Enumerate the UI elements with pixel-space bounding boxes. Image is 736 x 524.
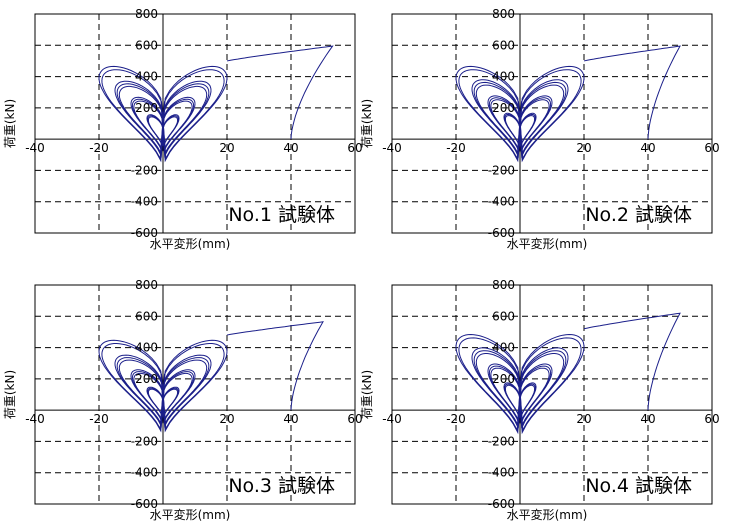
x-tick-label: -40 — [25, 412, 45, 426]
x-tick-label: -20 — [446, 141, 466, 155]
hysteresis-loop — [118, 359, 208, 425]
x-tick-label: 60 — [347, 141, 362, 155]
x-tick-label: -20 — [89, 412, 109, 426]
hysteresis-loop — [475, 353, 565, 427]
x-tick-label: 60 — [704, 141, 719, 155]
y-axis-label: 荷重(kN) — [3, 370, 17, 419]
hysteresis-loop — [490, 99, 550, 151]
x-tick-label: 60 — [347, 412, 362, 426]
y-tick-label: -200 — [488, 434, 515, 448]
y-axis-label: 荷重(kN) — [3, 99, 17, 148]
hysteresis-chart-1: -40 -20 20 40 60 -600 -400 -200 200 400 600 800 水平変形… — [3, 7, 363, 251]
y-tick-label: 600 — [492, 38, 515, 52]
hysteresis-curve — [98, 321, 324, 433]
plot-frame — [34, 284, 356, 505]
x-tick-label: 60 — [704, 412, 719, 426]
y-tick-label: -200 — [488, 163, 515, 177]
hysteresis-loop — [475, 84, 565, 155]
monotonic-envelope — [583, 312, 681, 411]
x-tick-label: -20 — [446, 412, 466, 426]
hysteresis-loop — [133, 372, 193, 421]
y-tick-label: -600 — [131, 226, 158, 240]
y-tick-label: -400 — [488, 195, 515, 209]
hysteresis-loop — [133, 100, 193, 151]
grid — [392, 14, 712, 233]
y-tick-label: 600 — [135, 309, 158, 323]
grid — [35, 285, 355, 504]
y-tick-label: -600 — [488, 226, 515, 240]
x-axis-label: 水平変形(mm) — [507, 236, 588, 251]
hysteresis-chart-3: -40 -20 20 40 60 -600 -400 -200 200 400 600 800 水平変形… — [3, 278, 363, 522]
x-tick-label: 20 — [219, 141, 234, 155]
hysteresis-loop — [455, 333, 585, 435]
y-tick-label: -400 — [488, 466, 515, 480]
monotonic-envelope — [583, 45, 681, 140]
x-tick-label: 20 — [576, 412, 591, 426]
specimen-label: No.1 試験体 — [228, 204, 335, 226]
y-tick-label: 600 — [135, 38, 158, 52]
y-tick-label: 400 — [135, 341, 158, 355]
hysteresis-chart-4: -40 -20 20 40 60 -600 -400 -200 200 400 600 800 水平変形… — [360, 278, 720, 522]
hysteresis-loop — [101, 69, 225, 160]
hysteresis-curve — [98, 45, 334, 163]
monotonic-envelope — [226, 45, 334, 140]
y-tick-label: -400 — [131, 466, 158, 480]
y-tick-label: 600 — [492, 309, 515, 323]
hysteresis-chart-2: -40 -20 20 40 60 -600 -400 -200 200 400 600 800 水平変形… — [360, 7, 720, 251]
x-tick-label: 40 — [283, 412, 298, 426]
y-tick-label: -200 — [131, 163, 158, 177]
hysteresis-curve — [455, 312, 681, 435]
x-tick-label: 40 — [640, 141, 655, 155]
y-tick-label: 400 — [135, 70, 158, 84]
hysteresis-loop — [98, 339, 228, 433]
y-tick-label: 200 — [492, 101, 515, 115]
hysteresis-loop — [504, 384, 536, 417]
y-tick-label: 800 — [492, 278, 515, 292]
y-axis-label: 荷重(kN) — [360, 370, 374, 419]
hysteresis-loop — [455, 65, 585, 163]
hysteresis-loop — [147, 388, 179, 418]
hysteresis-loop — [118, 85, 208, 155]
hysteresis-loop — [458, 337, 582, 432]
y-tick-label: 400 — [492, 341, 515, 355]
y-tick-label: -400 — [131, 195, 158, 209]
x-axis-label: 水平変形(mm) — [507, 507, 588, 522]
x-tick-label: 20 — [576, 141, 591, 155]
specimen-label: No.4 試験体 — [585, 475, 692, 497]
y-tick-label: 200 — [135, 372, 158, 386]
y-tick-label: -600 — [488, 497, 515, 511]
x-tick-label: 40 — [283, 141, 298, 155]
hysteresis-curve — [455, 45, 681, 163]
grid — [392, 285, 712, 504]
x-tick-label: 20 — [219, 412, 234, 426]
x-tick-label: 40 — [640, 412, 655, 426]
x-tick-label: -20 — [89, 141, 109, 155]
specimen-label: No.2 試験体 — [585, 204, 692, 226]
specimen-label: No.3 試験体 — [228, 475, 335, 497]
y-tick-label: -200 — [131, 434, 158, 448]
y-axis-label: 荷重(kN) — [360, 99, 374, 148]
hysteresis-loop — [490, 367, 550, 423]
x-axis-label: 水平変形(mm) — [150, 507, 231, 522]
hysteresis-loop — [101, 343, 225, 431]
x-tick-label: -40 — [382, 412, 402, 426]
y-tick-label: 200 — [492, 372, 515, 386]
y-tick-label: 400 — [492, 70, 515, 84]
y-tick-label: -600 — [131, 497, 158, 511]
y-tick-label: 200 — [135, 101, 158, 115]
y-tick-label: 800 — [135, 7, 158, 21]
grid — [35, 14, 355, 233]
hysteresis-loop — [504, 115, 536, 145]
x-tick-label: -40 — [25, 141, 45, 155]
x-axis-label: 水平変形(mm) — [150, 236, 231, 251]
hysteresis-loop — [98, 65, 228, 163]
y-tick-label: 800 — [492, 7, 515, 21]
hysteresis-loop — [458, 69, 582, 160]
monotonic-envelope — [226, 321, 324, 411]
hysteresis-loop — [147, 116, 179, 145]
x-tick-label: -40 — [382, 141, 402, 155]
y-tick-label: 800 — [135, 278, 158, 292]
